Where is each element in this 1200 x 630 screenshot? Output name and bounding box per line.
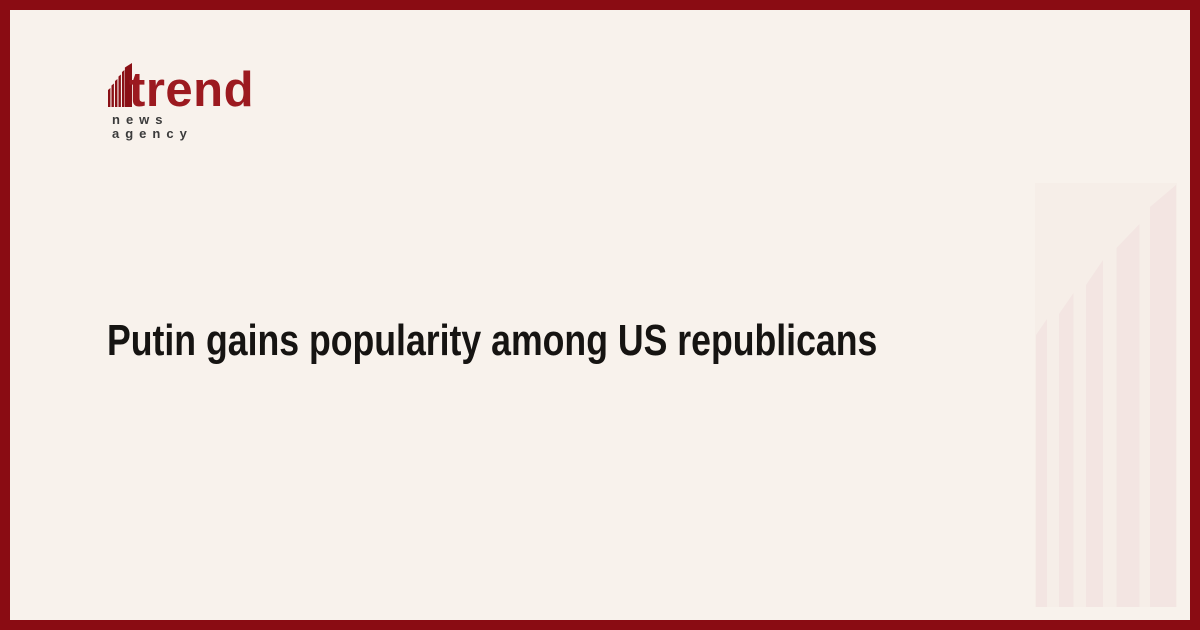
brand-tagline: news agency xyxy=(112,112,193,141)
watermark-panel xyxy=(1035,183,1177,607)
headline: Putin gains popularity among US republic… xyxy=(107,315,1058,367)
headline-text: Putin gains popularity among US republic… xyxy=(107,316,878,365)
brand-wordmark: trend xyxy=(129,63,254,117)
rising-bars-watermark-icon xyxy=(1036,185,1176,607)
rising-bars-icon xyxy=(108,63,132,107)
